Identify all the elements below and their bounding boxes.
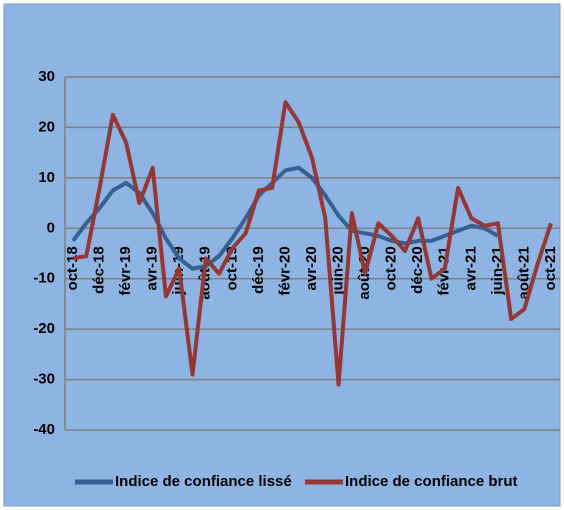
x-tick-label: juin-20: [330, 246, 347, 295]
x-tick-label: avr-20: [303, 246, 320, 290]
chart-background: [3, 3, 561, 507]
x-tick-label: avr-21: [462, 246, 479, 290]
y-tick-label: -10: [33, 270, 55, 287]
x-tick-label: oct-20: [383, 246, 400, 290]
series-line: [71, 165, 499, 271]
series-line: [72, 100, 553, 387]
y-tick-label: -40: [33, 421, 55, 438]
y-tick-label: 20: [38, 118, 55, 135]
y-tick-label: -20: [33, 320, 55, 337]
y-tick-label: 30: [38, 68, 55, 85]
x-tick-label: oct-18: [64, 246, 81, 290]
legend-label: Indice de confiance brut: [345, 473, 518, 490]
y-tick-label: 10: [38, 169, 55, 186]
x-tick-label: déc-18: [91, 246, 108, 294]
x-tick-label: déc-20: [409, 246, 426, 294]
x-tick-label: déc-19: [250, 246, 267, 294]
x-tick-label: oct-21: [542, 246, 559, 290]
x-tick-label: août-21: [515, 246, 532, 299]
x-tick-label: févr-20: [276, 246, 293, 295]
x-tick-label: févr-19: [117, 246, 134, 295]
x-tick-label: avr-19: [144, 246, 161, 290]
y-tick-label: -30: [33, 371, 55, 388]
y-tick-label: 0: [47, 219, 55, 236]
legend-label: Indice de confiance lissé: [115, 473, 292, 490]
